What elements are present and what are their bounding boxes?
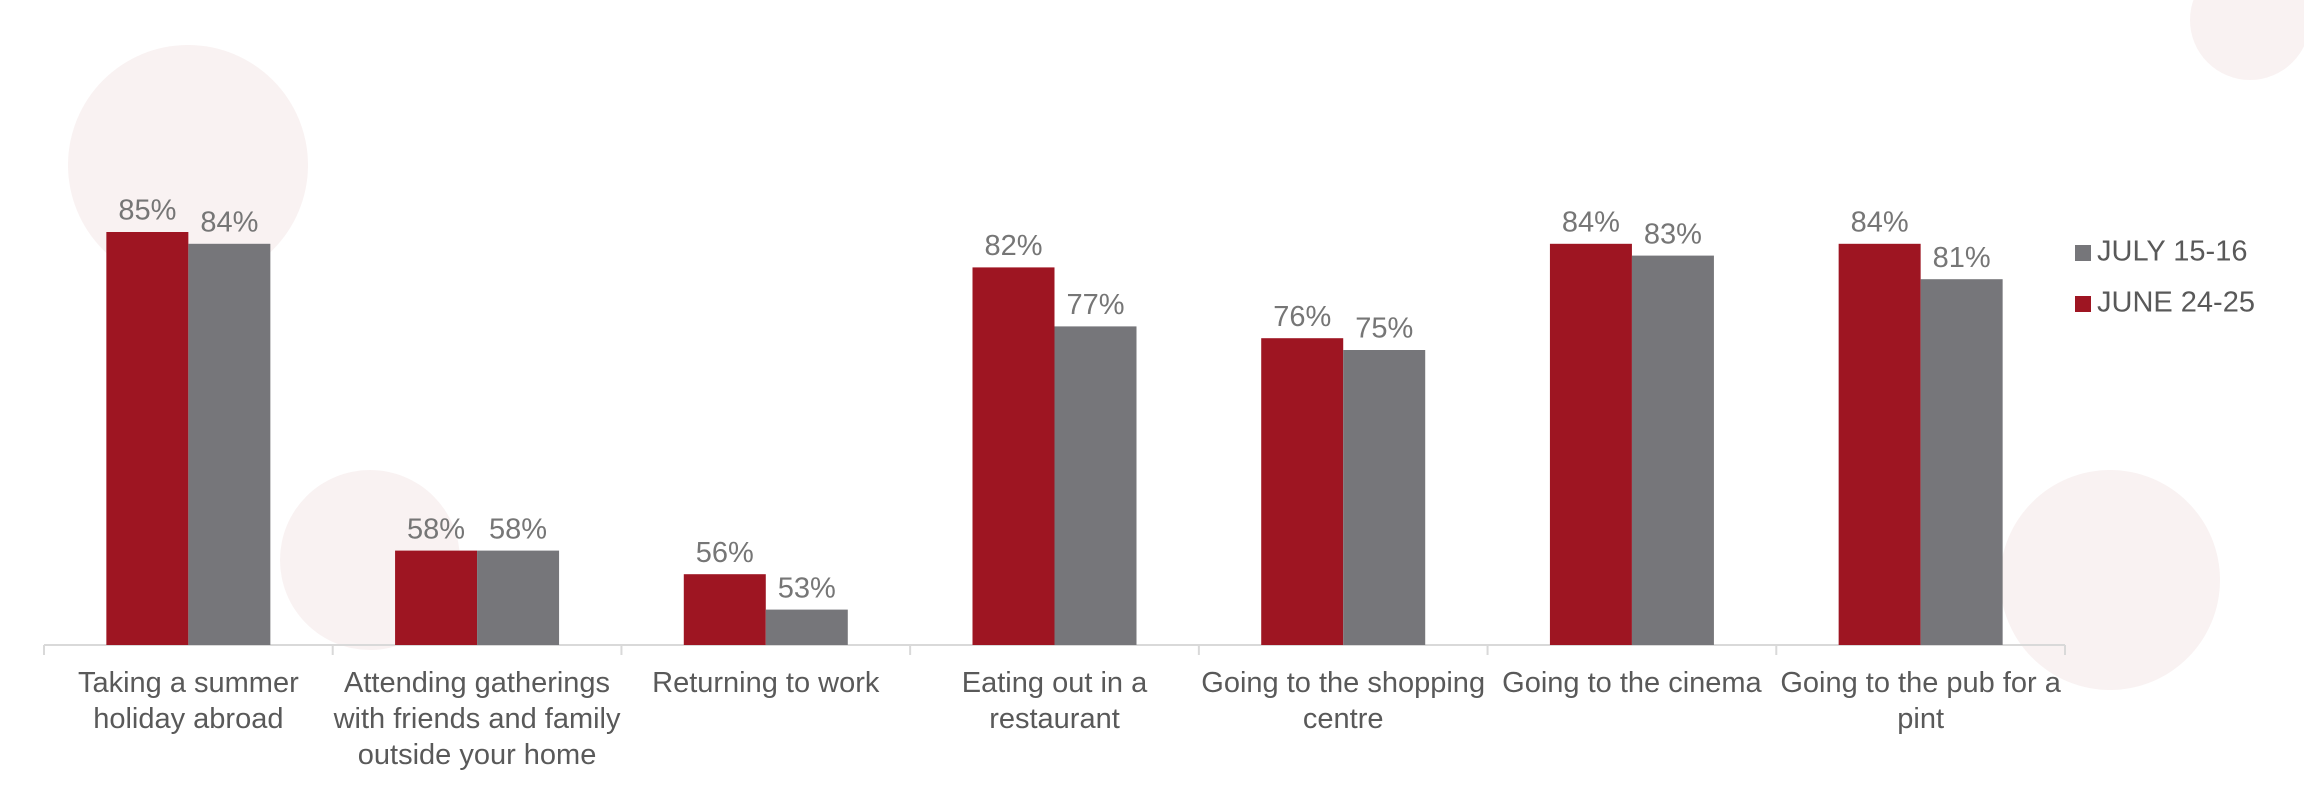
bar bbox=[1549, 243, 1632, 646]
x-tick-label: Going to the cinema bbox=[1502, 667, 1762, 699]
x-tick-label-box: Eating out in a restaurant bbox=[961, 667, 1148, 735]
x-tick-label-box: Returning to work bbox=[652, 667, 880, 699]
bar bbox=[765, 609, 848, 645]
legend-swatch bbox=[2075, 296, 2091, 312]
x-tick-label-box: Going to the pub for a pint bbox=[1780, 667, 2061, 735]
x-tick-label: Taking a summer holiday abroad bbox=[77, 667, 299, 735]
legend-label: JUNE 24-25 bbox=[2097, 287, 2255, 319]
bar bbox=[1920, 279, 2003, 645]
legend-swatch bbox=[2075, 245, 2091, 261]
x-tick-label-box: Going to the cinema bbox=[1502, 667, 1762, 699]
value-label: 75% bbox=[1355, 313, 1413, 345]
x-tick-label: Returning to work bbox=[652, 667, 880, 699]
value-label: 83% bbox=[1644, 218, 1702, 250]
value-label: 84% bbox=[200, 206, 258, 238]
bar bbox=[972, 267, 1055, 645]
value-label: 58% bbox=[489, 513, 547, 545]
x-tick-label-box: Attending gatherings with friends and fa… bbox=[333, 667, 621, 771]
value-label: 85% bbox=[118, 195, 176, 227]
value-label: 84% bbox=[1562, 206, 1620, 238]
value-label: 56% bbox=[696, 537, 754, 569]
bar bbox=[1343, 350, 1426, 645]
x-tick-label: Eating out in a restaurant bbox=[961, 667, 1148, 735]
x-tick-label: Going to the pub for a pint bbox=[1780, 667, 2061, 735]
bar bbox=[188, 243, 271, 646]
bar bbox=[1838, 243, 1921, 646]
x-tick-label: Attending gatherings with friends and fa… bbox=[333, 667, 621, 771]
x-tick-label-box: Taking a summer holiday abroad bbox=[77, 667, 299, 735]
x-tick-label: Going to the shopping centre bbox=[1201, 667, 1486, 735]
x-tick-label-box: Going to the shopping centre bbox=[1201, 667, 1486, 735]
value-label: 76% bbox=[1273, 301, 1331, 333]
bar bbox=[683, 574, 766, 645]
value-label: 58% bbox=[407, 513, 465, 545]
bar bbox=[1631, 255, 1714, 645]
legend-label: JULY 15-16 bbox=[2097, 236, 2247, 268]
value-label: 77% bbox=[1066, 289, 1124, 321]
bar bbox=[395, 550, 478, 645]
bar bbox=[1054, 326, 1137, 645]
bar bbox=[477, 550, 560, 645]
value-label: 84% bbox=[1851, 206, 1909, 238]
value-label: 81% bbox=[1933, 242, 1991, 274]
bar bbox=[106, 232, 189, 645]
bar bbox=[1261, 338, 1344, 645]
value-label: 82% bbox=[984, 230, 1042, 262]
value-label: 53% bbox=[778, 572, 836, 604]
